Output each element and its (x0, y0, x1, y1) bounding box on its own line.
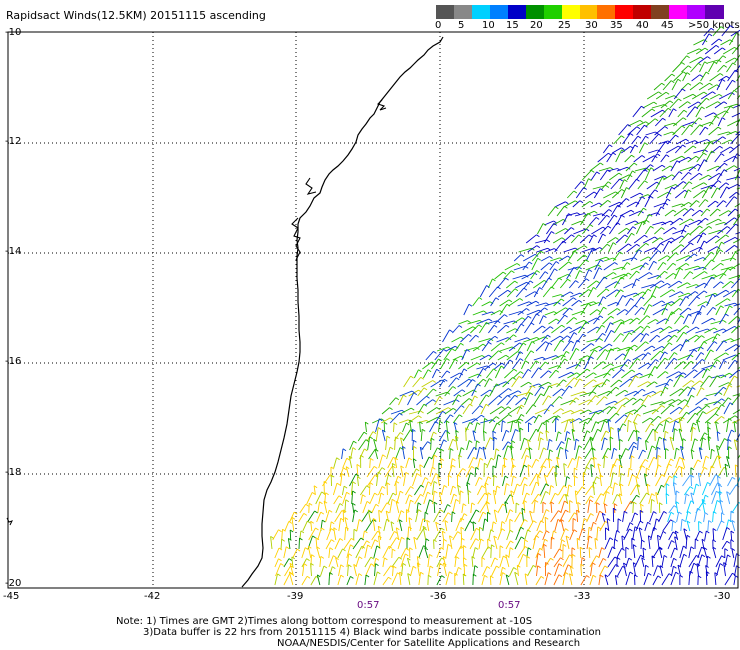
legend-swatch (507, 5, 527, 19)
legend-swatch (525, 5, 545, 19)
note-line-3: NOAA/NESDIS/Center for Satellite Applica… (277, 638, 581, 649)
lon-label: -36 (430, 591, 447, 602)
legend-tick: 25 (558, 20, 571, 31)
plot-frame (7, 31, 739, 589)
legend-swatch (489, 5, 509, 19)
legend-tick: 45 (661, 20, 674, 31)
legend-tick: 0 (435, 20, 442, 31)
legend-swatch (453, 5, 473, 19)
coastline-inlet (291, 99, 387, 261)
lat-label: -10 (5, 27, 22, 38)
lat-lon-grid (8, 32, 738, 588)
wind-barbs (270, 25, 740, 586)
legend-swatch (651, 5, 670, 19)
legend-tick: 30 (585, 20, 598, 31)
legend-swatch (436, 5, 455, 19)
lon-label: -45 (3, 591, 20, 602)
legend-tick: 20 (530, 20, 543, 31)
lon-label: -42 (144, 591, 161, 602)
lon-label: -30 (714, 591, 731, 602)
lat-label: -16 (5, 356, 22, 367)
legend-tick: >50 knots (688, 20, 740, 31)
lat-label: -12 (5, 136, 22, 147)
legend-tick: 15 (506, 20, 519, 31)
lon-label: -39 (287, 591, 304, 602)
legend-tick: 10 (482, 20, 495, 31)
coastline (241, 36, 444, 588)
lat-label: -18 (5, 467, 22, 478)
legend-swatch (471, 5, 491, 19)
legend-swatch (615, 5, 634, 19)
legend-swatch (669, 5, 688, 19)
legend-swatch (597, 5, 616, 19)
note-line-1: Note: 1) Times are GMT 2)Times along bot… (116, 616, 533, 627)
legend-swatch (705, 5, 724, 19)
note-line-2: 3)Data buffer is 22 hrs from 20151115 4)… (143, 627, 601, 638)
legend-tick: 35 (610, 20, 623, 31)
legend-tick: 40 (636, 20, 649, 31)
map-title: Rapidsact Winds(12.5KM) 20151115 ascendi… (6, 9, 266, 22)
legend-swatch (579, 5, 598, 19)
lat-label: -20 (5, 578, 22, 589)
legend-swatch (543, 5, 563, 19)
legend-tick: 5 (458, 20, 465, 31)
lat-label: -14 (5, 246, 22, 257)
legend-swatch (687, 5, 706, 19)
legend-swatch (561, 5, 580, 19)
pass-time-label: 0:57 (357, 600, 380, 611)
legend-swatch (633, 5, 652, 19)
lon-label: -33 (574, 591, 591, 602)
pass-time-label: 0:57 (498, 600, 521, 611)
